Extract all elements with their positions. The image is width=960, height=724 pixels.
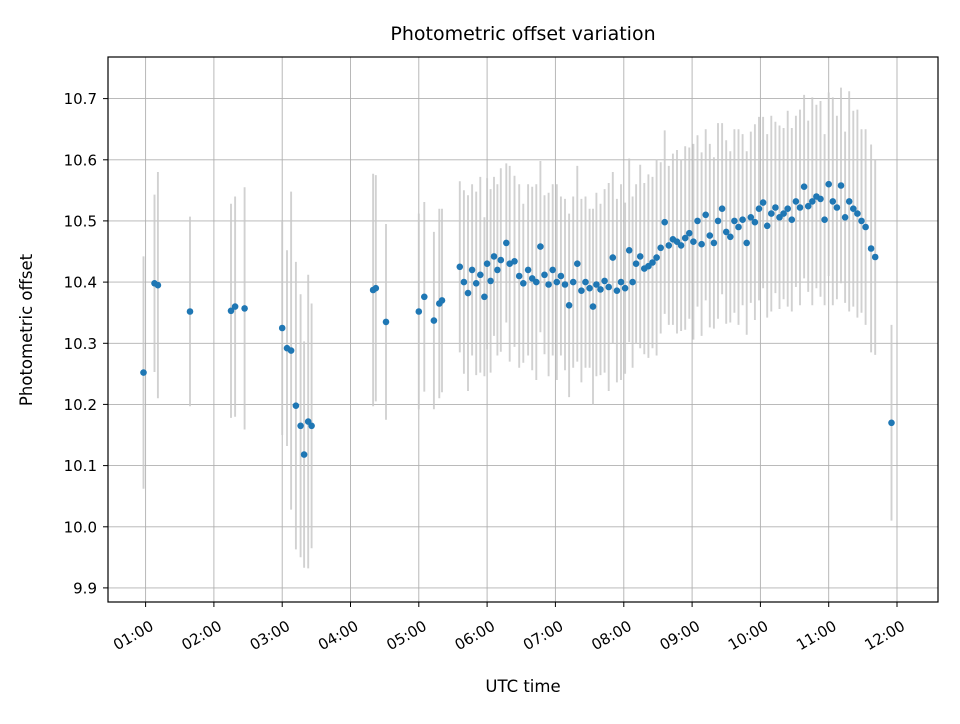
x-axis-label: UTC time xyxy=(485,677,560,696)
svg-text:10.4: 10.4 xyxy=(64,274,97,292)
plot-border xyxy=(107,56,939,603)
y-axis-label: Photometric offset xyxy=(17,253,36,406)
svg-text:9.9: 9.9 xyxy=(73,579,97,597)
svg-text:10.3: 10.3 xyxy=(64,335,97,353)
svg-text:10.0: 10.0 xyxy=(64,518,97,536)
chart-title: Photometric offset variation xyxy=(390,23,655,45)
svg-text:10.7: 10.7 xyxy=(64,90,97,108)
data-points xyxy=(140,180,895,458)
svg-text:10.1: 10.1 xyxy=(64,457,97,475)
svg-text:10.5: 10.5 xyxy=(64,212,97,230)
svg-text:10.2: 10.2 xyxy=(64,396,97,414)
svg-text:10.6: 10.6 xyxy=(64,151,97,169)
